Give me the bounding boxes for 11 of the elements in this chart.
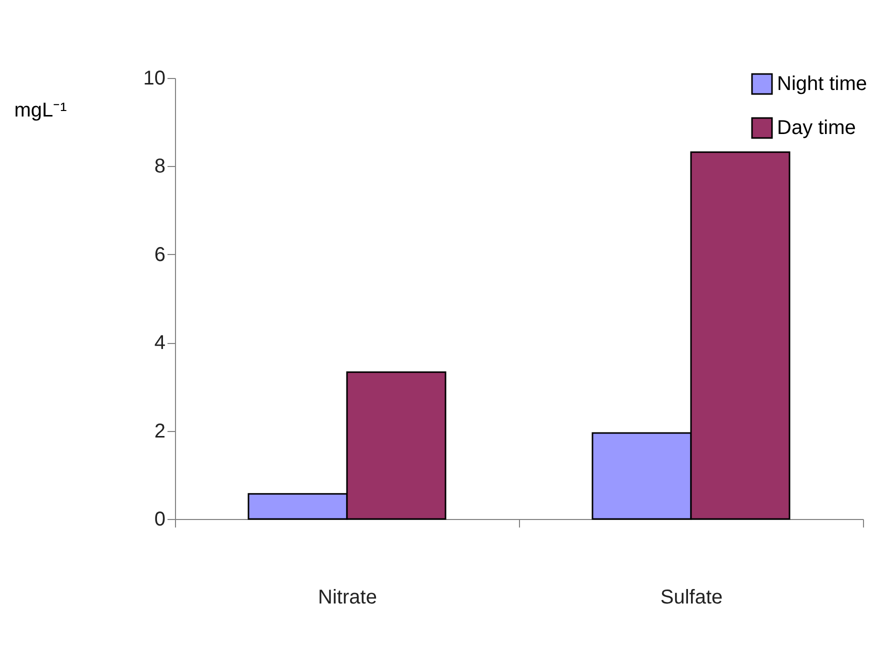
x-tick-label: Sulfate — [660, 586, 723, 608]
legend-label: Day time — [777, 117, 856, 139]
y-tick-label: 8 — [154, 156, 166, 178]
y-tick-label: 0 — [154, 508, 166, 530]
x-tick-label: Nitrate — [318, 586, 377, 608]
y-tick-label: 6 — [154, 244, 166, 266]
y-tick-label: 10 — [143, 68, 166, 90]
y-axis-title: mgL⁻¹ — [14, 100, 68, 122]
y-tick-label: 2 — [154, 420, 166, 442]
legend-label: Night time — [777, 73, 868, 95]
y-tick-label: 4 — [154, 332, 166, 354]
